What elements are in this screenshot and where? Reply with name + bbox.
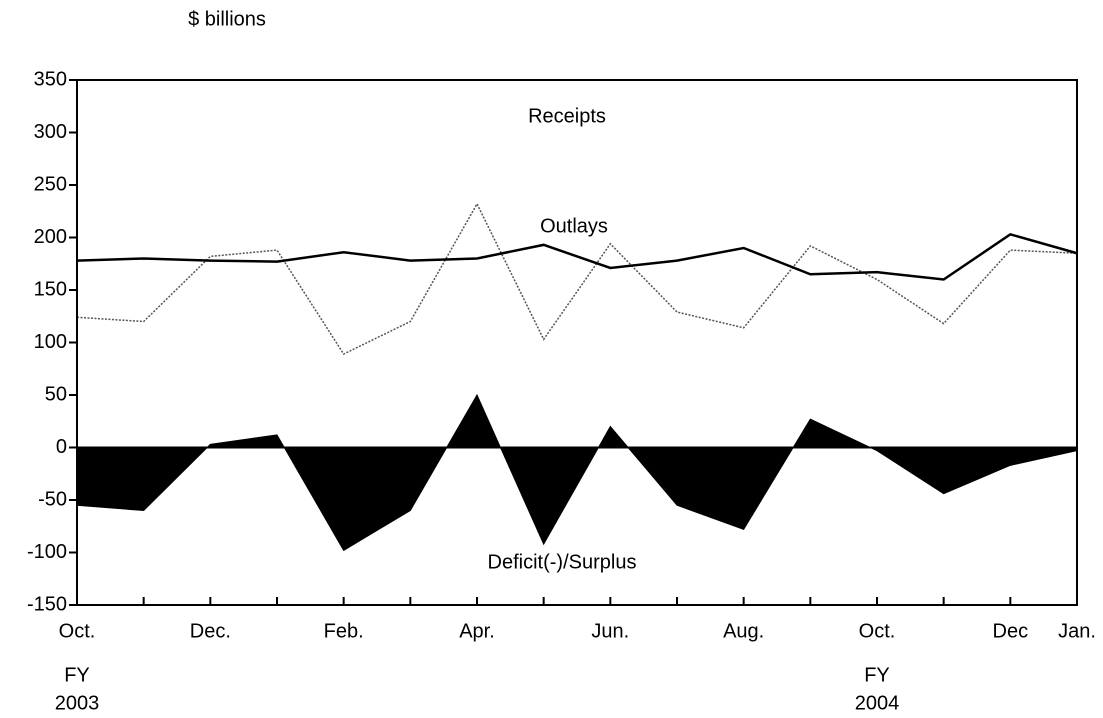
y-tick-label: 250 xyxy=(34,173,67,195)
x-tick-label: Dec xyxy=(993,620,1029,642)
series-label: Outlays xyxy=(540,215,608,237)
y-tick-label: 350 xyxy=(34,68,67,90)
x-tick-label: Oct. xyxy=(59,620,96,642)
y-tick-label: 300 xyxy=(34,121,67,143)
y-tick-label: -50 xyxy=(38,488,67,510)
x-tick-label: Jan. xyxy=(1058,620,1096,642)
x-tick-label: Jun. xyxy=(591,620,629,642)
y-tick-label: 100 xyxy=(34,331,67,353)
y-tick-label: -150 xyxy=(27,593,67,615)
x-tick-label: Feb. xyxy=(324,620,364,642)
y-tick-label: -100 xyxy=(27,541,67,563)
fiscal-year-label: FY xyxy=(64,664,90,686)
deficit-area xyxy=(76,393,1078,552)
fiscal-year-label: FY xyxy=(864,664,890,686)
fiscal-year-label: 2003 xyxy=(55,692,100,714)
y-axis-label: $ billions xyxy=(188,8,266,30)
x-tick-label: Aug. xyxy=(723,620,764,642)
fiscal-year-label: 2004 xyxy=(855,692,900,714)
receipts-line xyxy=(76,202,1078,356)
x-tick-label: Oct. xyxy=(859,620,896,642)
series-label: Receipts xyxy=(528,105,606,127)
y-tick-label: 200 xyxy=(34,226,67,248)
y-tick-label: 0 xyxy=(56,436,67,458)
plot-frame xyxy=(76,79,1078,606)
y-tick-label: 150 xyxy=(34,278,67,300)
outlays-line xyxy=(76,232,1078,281)
x-tick-label: Dec. xyxy=(190,620,231,642)
series-label: Deficit(-)/Surplus xyxy=(488,551,637,573)
y-tick-label: 50 xyxy=(45,383,67,405)
x-tick-label: Apr. xyxy=(459,620,495,642)
